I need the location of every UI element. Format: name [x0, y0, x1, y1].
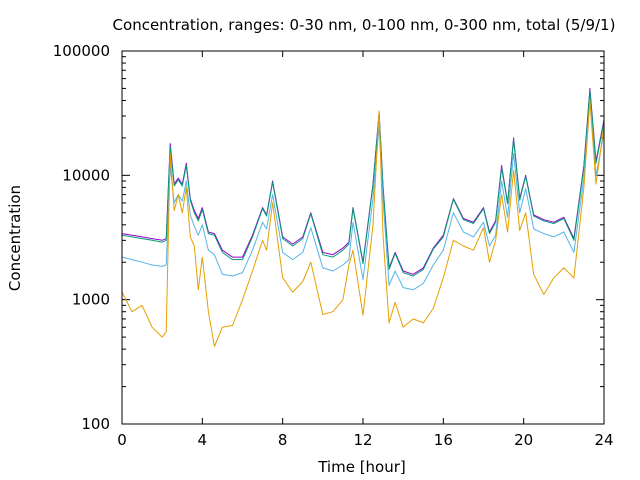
x-tick-label: 8 [278, 431, 288, 449]
series-line-2 [121, 90, 605, 277]
x-tick-label: 12 [353, 431, 372, 449]
y-tick-label: 10000 [62, 166, 110, 184]
plot-frame [121, 50, 605, 425]
y-tick-label: 100000 [53, 42, 110, 60]
x-tick-label: 0 [117, 431, 127, 449]
y-tick-label: 1000 [72, 291, 110, 309]
x-tick-label: 20 [514, 431, 533, 449]
series-line-3 [121, 100, 605, 291]
chart-title: Concentration, ranges: 0-30 nm, 0-100 nm… [113, 16, 616, 34]
axis-ticks: 0 4 8 12 16 20 24 100 1000 10000 100000 [53, 42, 614, 449]
series-lines [121, 87, 605, 347]
x-tick-label: 4 [198, 431, 208, 449]
y-tick-label: 100 [81, 415, 110, 433]
y-axis-title: Concentration [6, 185, 24, 291]
series-line-4 [121, 100, 605, 347]
x-tick-label: 16 [434, 431, 453, 449]
x-tick-label: 24 [594, 431, 613, 449]
x-axis-title: Time [hour] [317, 458, 406, 476]
